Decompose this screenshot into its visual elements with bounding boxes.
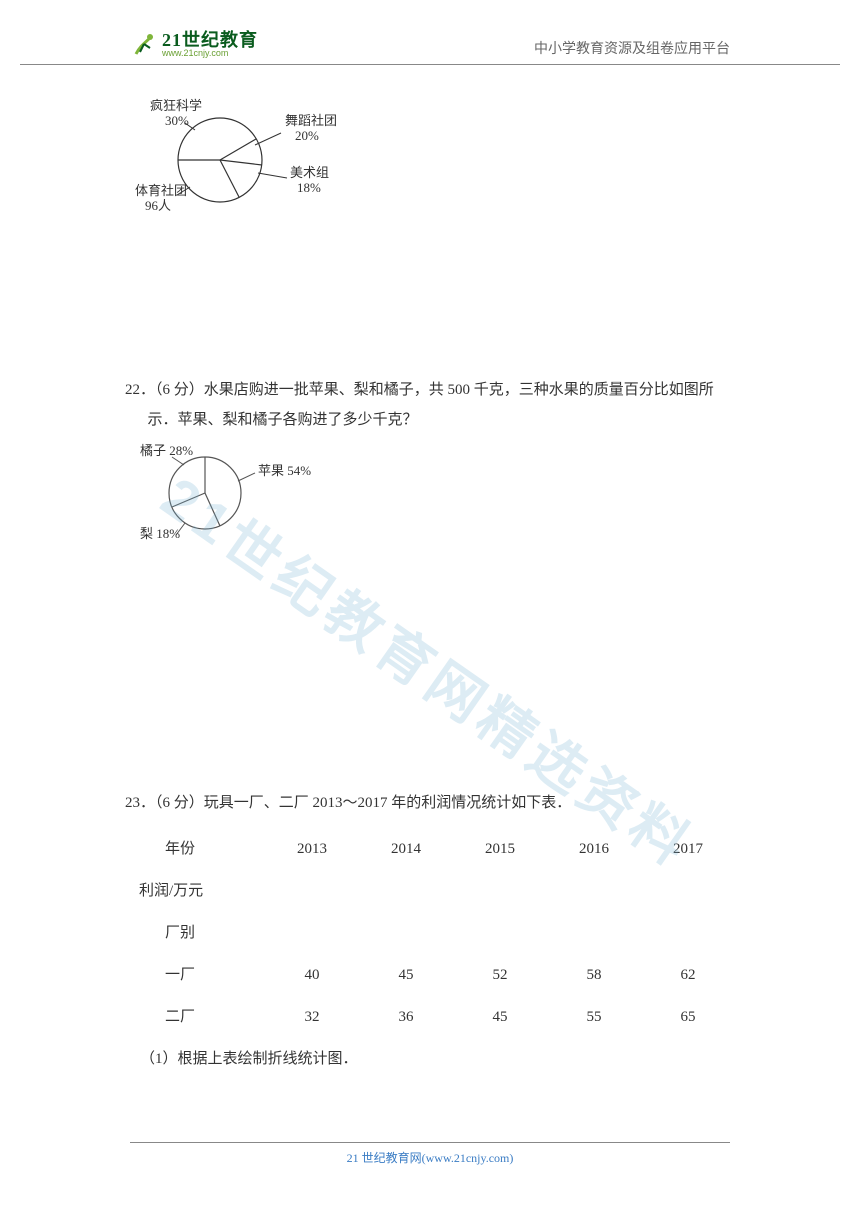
question-22: 22．（6 分）水果店购进一批苹果、梨和橘子，共 500 千克，三种水果的质量百… <box>125 375 735 548</box>
logo-text: 21世纪教育 www.21cnjy.com <box>162 31 258 58</box>
question-23: 23．（6 分）玩具一厂、二厂 2013～2017 年的利润情况统计如下表． 年… <box>125 788 735 1074</box>
col-2016: 2016 <box>547 828 641 870</box>
row-factory1: 一厂 <box>125 954 265 996</box>
cell: 45 <box>359 954 453 996</box>
cell: 52 <box>453 954 547 996</box>
q23-text: 23．（6 分）玩具一厂、二厂 2013～2017 年的利润情况统计如下表． <box>125 788 735 818</box>
table-row: 利润/万元 <box>125 870 735 912</box>
col-2017: 2017 <box>641 828 735 870</box>
table-row: 一厂 40 45 52 58 62 <box>125 954 735 996</box>
logo-url: www.21cnjy.com <box>162 49 258 58</box>
col-2013: 2013 <box>265 828 359 870</box>
q23-points: （6 分） <box>155 795 204 811</box>
cell: 45 <box>453 996 547 1038</box>
pie1-value-science: 30% <box>165 113 189 128</box>
header-subtitle: 中小学教育资源及组卷应用平台 <box>534 38 730 58</box>
pie1-label-science: 疯狂科学 <box>150 98 202 113</box>
pie1-label-art: 美术组 <box>290 165 329 180</box>
q21-pie-chart: 疯狂科学 30% 舞蹈社团 20% 美术组 18% 体育社团 96人 <box>135 95 735 225</box>
col-2015: 2015 <box>453 828 547 870</box>
q22-line2: 示．苹果、梨和橘子各购进了多少千克？ <box>125 405 735 435</box>
table-row: 二厂 32 36 45 55 65 <box>125 996 735 1038</box>
logo-runner-icon <box>130 30 158 58</box>
pie1-value-dance: 20% <box>295 128 319 143</box>
q22-points: （6 分） <box>155 382 204 398</box>
cell: 36 <box>359 996 453 1038</box>
pie2-label-orange: 橘子 28% <box>140 443 193 458</box>
cell: 32 <box>265 996 359 1038</box>
pie1-value-sport: 96人 <box>145 198 171 213</box>
logo: 21世纪教育 www.21cnjy.com <box>130 30 258 58</box>
row-factory-label: 厂别 <box>125 912 265 954</box>
table-row: 厂别 <box>125 912 735 954</box>
col-2014: 2014 <box>359 828 453 870</box>
page-footer: 21 世纪教育网(www.21cnjy.com) <box>0 1136 860 1166</box>
logo-title: 21世纪教育 <box>162 31 258 49</box>
q23-body: 玩具一厂、二厂 2013～2017 年的利润情况统计如下表． <box>204 795 572 811</box>
cell: 55 <box>547 996 641 1038</box>
pie1-value-art: 18% <box>297 180 321 195</box>
q23-sub1: （1）根据上表绘制折线统计图． <box>125 1044 735 1074</box>
pie2-label-apple: 苹果 54% <box>258 463 311 478</box>
pie1-label-dance: 舞蹈社团 <box>285 113 337 128</box>
q22-number: 22． <box>125 382 155 398</box>
q23-number: 23． <box>125 795 155 811</box>
footer-text: 21 世纪教育网(www.21cnjy.com) <box>347 1151 514 1165</box>
row-factory2: 二厂 <box>125 996 265 1038</box>
pie-chart-icon: 疯狂科学 30% 舞蹈社团 20% 美术组 18% 体育社团 96人 <box>135 95 365 225</box>
table-row: 年份 2013 2014 2015 2016 2017 <box>125 828 735 870</box>
page-content: 疯狂科学 30% 舞蹈社团 20% 美术组 18% 体育社团 96人 22．（6… <box>0 95 860 1074</box>
row-profit-label: 利润/万元 <box>125 870 265 912</box>
q22-line1: 水果店购进一批苹果、梨和橘子，共 500 千克，三种水果的质量百分比如图所 <box>204 382 714 398</box>
col-year: 年份 <box>125 828 265 870</box>
q22-text: 22．（6 分）水果店购进一批苹果、梨和橘子，共 500 千克，三种水果的质量百… <box>125 375 735 405</box>
pie1-label-sport: 体育社团 <box>135 183 187 198</box>
pie2-label-pear: 梨 18% <box>140 526 180 541</box>
q22-pie-chart: 橘子 28% 苹果 54% 梨 18% <box>140 443 735 548</box>
page-header: 21世纪教育 www.21cnjy.com 中小学教育资源及组卷应用平台 <box>20 0 840 65</box>
cell: 40 <box>265 954 359 996</box>
cell: 62 <box>641 954 735 996</box>
footer-divider <box>130 1142 730 1143</box>
cell: 65 <box>641 996 735 1038</box>
cell: 58 <box>547 954 641 996</box>
pie-chart-icon: 橘子 28% 苹果 54% 梨 18% <box>140 443 340 548</box>
profit-table: 年份 2013 2014 2015 2016 2017 利润/万元 厂别 一厂 … <box>125 828 735 1038</box>
